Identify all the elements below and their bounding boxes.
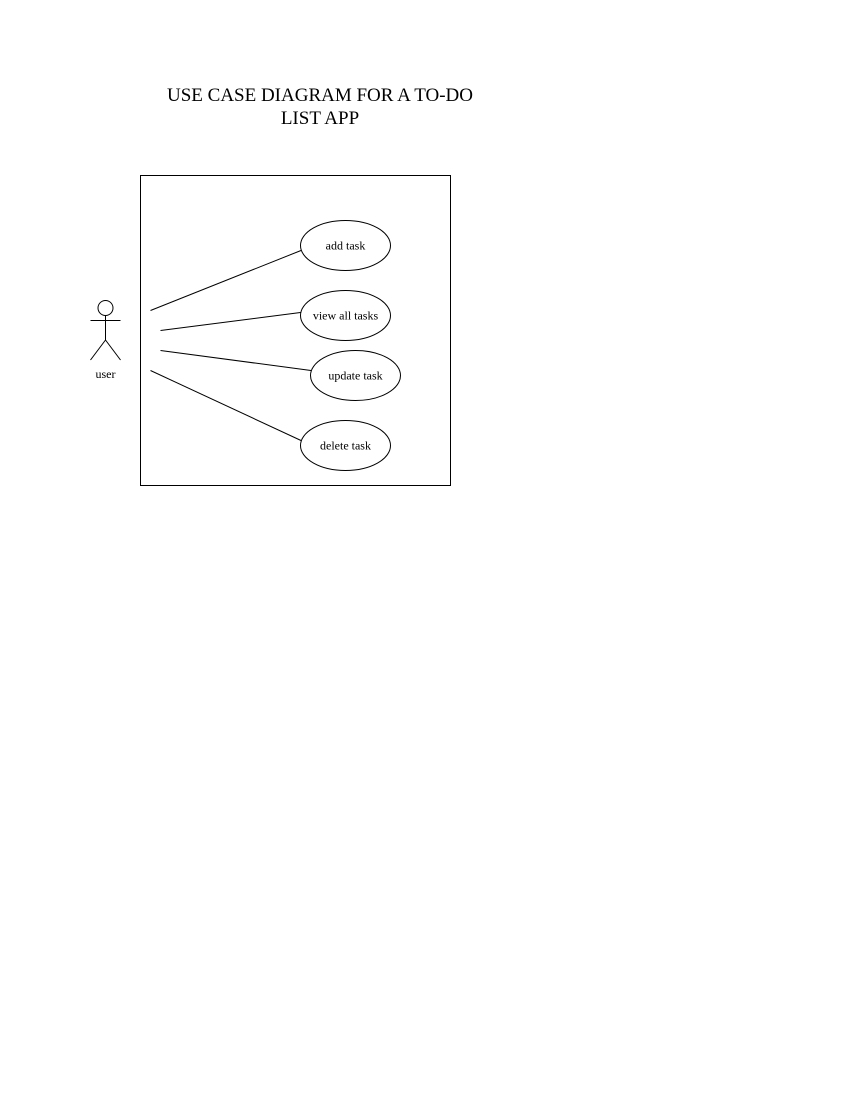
association-delete-task	[150, 370, 302, 441]
actor-right-leg	[105, 339, 121, 361]
use-case-label: update task	[328, 369, 382, 383]
system-boundary	[140, 175, 451, 486]
use-case-ellipse	[310, 350, 401, 401]
use-case-label: add task	[326, 239, 366, 253]
diagram-title-line-2: LIST APP	[280, 108, 360, 129]
use-case-ellipse	[300, 420, 391, 471]
actor-left-leg	[90, 339, 106, 361]
diagram-title-line-1: USE CASE DIAGRAM FOR A TO-DO	[167, 85, 473, 106]
association-add-task	[150, 250, 302, 311]
actor-user[interactable]: user	[90, 300, 121, 382]
association-view-all-tasks	[160, 312, 301, 331]
use-case-label: view all tasks	[313, 309, 379, 323]
actor-head	[97, 300, 114, 316]
use-case-delete-task[interactable]: delete task	[300, 420, 391, 471]
diagram-title: USE CASE DIAGRAM FOR A TO-DO LIST APP	[150, 84, 490, 130]
use-case-label: delete task	[320, 439, 371, 453]
use-case-ellipse	[300, 220, 391, 271]
use-case-add-task[interactable]: add task	[300, 220, 391, 271]
actor-label: user	[96, 367, 116, 381]
use-case-ellipse	[300, 290, 391, 341]
use-case-update-task[interactable]: update task	[310, 350, 401, 401]
use-case-view-all-tasks[interactable]: view all tasks	[300, 290, 391, 341]
association-update-task	[160, 350, 312, 371]
